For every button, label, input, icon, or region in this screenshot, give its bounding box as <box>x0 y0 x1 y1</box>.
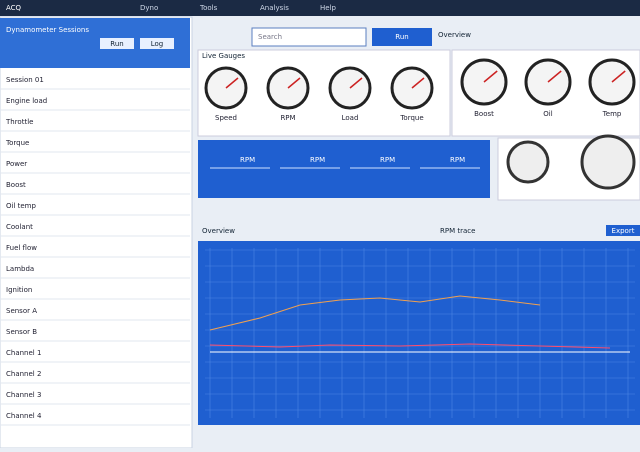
gauge-needle <box>611 70 626 83</box>
chart-title: Overview <box>202 227 235 235</box>
gauge-needle <box>547 70 562 83</box>
strip-label: RPM <box>450 156 465 164</box>
sidebar-row[interactable]: Throttle <box>5 118 33 126</box>
sidebar-tab-label: Log <box>151 40 164 48</box>
gauge-label: Temp <box>602 110 622 118</box>
sidebar-row[interactable]: Session 01 <box>6 76 44 84</box>
sidebar-row[interactable]: Boost <box>6 181 26 189</box>
sidebar-row[interactable]: Channel 3 <box>6 391 41 399</box>
rpm-strip <box>198 140 490 198</box>
gauge-dial <box>580 134 636 190</box>
right-gauge-title: Overview <box>438 31 471 39</box>
gauge-needle <box>287 77 301 89</box>
menu-item[interactable]: Tools <box>199 4 218 12</box>
gauge-needle <box>411 77 425 89</box>
strip-label: RPM <box>240 156 255 164</box>
gauge-label: Boost <box>474 110 494 118</box>
strip-label: RPM <box>310 156 325 164</box>
export-button[interactable] <box>606 225 640 236</box>
sidebar-row[interactable]: Sensor B <box>6 328 37 336</box>
sidebar-row[interactable]: Lambda <box>6 265 34 273</box>
sidebar-tab[interactable] <box>100 38 134 49</box>
menu-item[interactable]: Analysis <box>260 4 289 12</box>
trace-line <box>209 295 541 331</box>
gauge-needle <box>349 77 363 89</box>
run-button[interactable] <box>372 28 432 46</box>
sidebar-row[interactable]: Coolant <box>6 223 33 231</box>
gauge-title: Live Gauges <box>202 52 245 60</box>
app-name: ACQ <box>6 4 22 12</box>
sidebar-row[interactable]: Power <box>6 160 27 168</box>
sidebar-row[interactable]: Channel 2 <box>6 370 41 378</box>
export-label: Export <box>612 227 635 235</box>
chart-legend: RPM trace <box>440 227 475 235</box>
top-bar <box>0 0 640 16</box>
sidebar-row[interactable]: Ignition <box>6 286 32 294</box>
sidebar-row[interactable]: Channel 4 <box>6 412 42 420</box>
sidebar-title: Dynamometer Sessions <box>6 26 89 34</box>
gauge-label: Torque <box>399 114 423 122</box>
sidebar-row[interactable]: Fuel flow <box>6 244 37 252</box>
gauge-label: RPM <box>280 114 295 122</box>
chart-grid <box>205 248 635 418</box>
trace-line <box>209 343 611 349</box>
menu-item[interactable]: Help <box>320 4 337 12</box>
sidebar-row[interactable]: Sensor A <box>6 307 37 315</box>
strip-label: RPM <box>380 156 395 164</box>
sidebar-tab-label: Run <box>110 40 123 48</box>
sidebar-tab[interactable] <box>140 38 174 49</box>
gauge-needle <box>225 77 239 89</box>
sidebar-row[interactable]: Oil temp <box>6 202 36 210</box>
run-button-label: Run <box>395 33 408 41</box>
sidebar-row[interactable]: Torque <box>5 139 29 147</box>
chart-area <box>198 241 640 425</box>
search-box[interactable] <box>251 27 367 47</box>
sidebar-row[interactable]: Channel 1 <box>6 349 41 357</box>
gauge-label: Load <box>342 114 359 122</box>
menu-item[interactable]: Dyno <box>140 4 158 12</box>
gauge-label: Oil <box>543 110 552 118</box>
gauge-needle <box>483 70 498 83</box>
search-placeholder: Search <box>258 33 282 41</box>
sidebar-row[interactable]: Engine load <box>6 97 47 105</box>
gauge-label: Speed <box>215 114 237 122</box>
gauge-dial <box>506 140 550 184</box>
